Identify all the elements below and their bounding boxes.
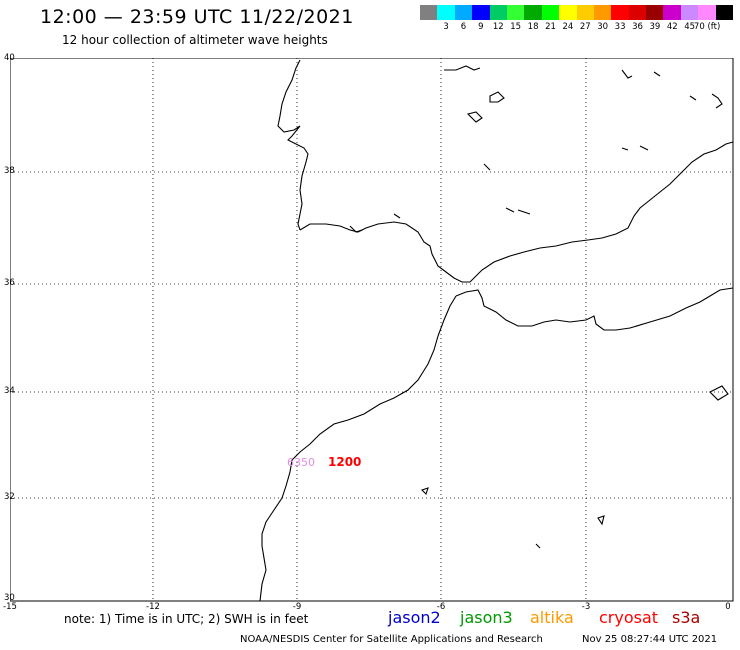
footer-timestamp: Nov 25 08:27:44 UTC 2021 — [582, 634, 718, 645]
colorbar-label: 18 — [527, 22, 539, 32]
colorbar-label: 33 — [614, 22, 626, 32]
map-title: 12:00 — 23:59 UTC 11/22/2021 — [40, 6, 354, 28]
colorbar-swatch — [663, 5, 681, 20]
legend-jason2: jason2 — [388, 608, 441, 627]
lat-label-40: 40 — [4, 53, 15, 63]
colorbar-label: 15 — [510, 22, 522, 32]
colorbar-label: 27 — [579, 22, 591, 32]
colorbar-swatch — [576, 5, 594, 20]
colorbar-swatch — [698, 5, 716, 20]
lat-label-38: 38 — [4, 166, 15, 176]
colorbar-label: 42 — [666, 22, 678, 32]
lat-label-32: 32 — [4, 492, 15, 502]
coastline — [259, 59, 734, 602]
lon-label-minus9: -9 — [292, 602, 302, 612]
colorbar-swatch — [524, 5, 542, 20]
lat-label-36: 36 — [4, 278, 15, 288]
colorbar-swatch — [628, 5, 647, 20]
colorbar-swatch — [437, 5, 455, 20]
colorbar-label: 21 — [545, 22, 556, 32]
colorbar-swatch — [715, 5, 734, 20]
legend-altika: altika — [530, 608, 574, 627]
lat-label-30: 30 — [4, 593, 15, 603]
colorbar-swatch — [541, 5, 560, 20]
lon-label-minus6: -6 — [436, 602, 446, 612]
legend-cryosat: cryosat — [599, 608, 659, 627]
lon-label-minus15: -15 — [3, 602, 17, 612]
colorbar-label: 24 — [562, 22, 574, 32]
lon-label-minus12: -12 — [146, 602, 160, 612]
note-text: note: 1) Time is in UTC; 2) SWH is in fe… — [64, 612, 309, 626]
colorbar-swatch — [680, 5, 699, 20]
colorbar-label: 9 — [478, 22, 484, 32]
colorbar-label: 3 — [443, 22, 449, 32]
colorbar-label: 39 — [649, 22, 661, 32]
pass-time-label-1200: 1200 — [328, 455, 362, 469]
colorbar-swatch — [593, 5, 612, 20]
lon-label-0: 0 — [725, 602, 731, 612]
colorbar-label: 70 (ft) — [693, 22, 721, 32]
colorbar-swatch — [646, 5, 664, 20]
map-subtitle: 12 hour collection of altimeter wave hei… — [62, 33, 328, 47]
colorbar-labels: 3 6 9 12 15 18 21 24 27 30 33 36 39 42 45 70 (ft) — [420, 22, 740, 34]
footer-credit: NOAA/NESDIS Center for Satellite Applica… — [240, 634, 543, 645]
colorbar-label: 45 — [684, 22, 696, 32]
colorbar-swatch — [489, 5, 507, 20]
lat-label-34: 34 — [4, 386, 15, 396]
colorbar-swatch — [559, 5, 577, 20]
colorbar-swatch — [472, 5, 490, 20]
colorbar-label: 36 — [632, 22, 643, 32]
lon-label-minus3: -3 — [581, 602, 591, 612]
legend-s3a: s3a — [672, 608, 701, 627]
colorbar-label: 6 — [460, 22, 467, 32]
colorbar-swatch — [420, 5, 438, 20]
colorbar-swatch — [611, 5, 629, 20]
colorbar-swatch — [454, 5, 473, 20]
pass-time-label-6350: 6350 — [287, 456, 315, 469]
colorbar-swatch — [506, 5, 525, 20]
wave-height-colorbar — [420, 5, 734, 20]
colorbar-label: 12 — [492, 22, 504, 32]
colorbar-label: 30 — [597, 22, 609, 32]
map-frame — [10, 58, 734, 602]
altimeter-map — [10, 58, 734, 602]
legend-jason3: jason3 — [460, 608, 513, 627]
map-gridlines — [10, 58, 733, 601]
